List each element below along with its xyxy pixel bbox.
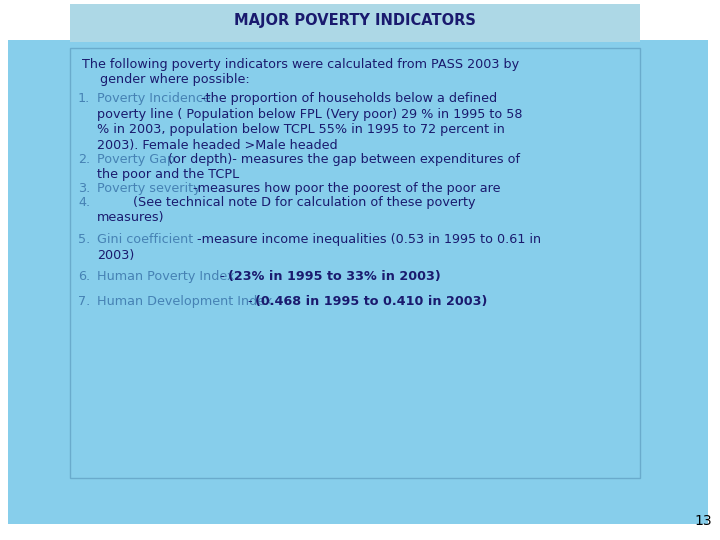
Text: measures): measures) bbox=[97, 212, 164, 225]
Text: The following poverty indicators were calculated from PASS 2003 by: The following poverty indicators were ca… bbox=[82, 58, 519, 71]
FancyBboxPatch shape bbox=[70, 48, 640, 478]
Text: -: - bbox=[244, 295, 256, 308]
Text: -measures how poor the poorest of the poor are: -measures how poor the poorest of the po… bbox=[193, 182, 500, 195]
Text: 6.: 6. bbox=[78, 271, 90, 284]
Text: gender where possible:: gender where possible: bbox=[100, 73, 250, 86]
FancyBboxPatch shape bbox=[8, 524, 708, 532]
Text: -the proportion of households below a defined: -the proportion of households below a de… bbox=[201, 92, 497, 105]
Text: Gini coefficient: Gini coefficient bbox=[97, 233, 193, 246]
Text: (23% in 1995 to 33% in 2003): (23% in 1995 to 33% in 2003) bbox=[228, 271, 441, 284]
Text: 3.: 3. bbox=[78, 182, 90, 195]
FancyBboxPatch shape bbox=[8, 10, 708, 532]
Text: Poverty severity: Poverty severity bbox=[97, 182, 201, 195]
Text: poverty line ( Population below FPL (Very poor) 29 % in 1995 to 58: poverty line ( Population below FPL (Ver… bbox=[97, 107, 523, 120]
FancyBboxPatch shape bbox=[8, 8, 708, 40]
Text: -measure income inequalities (0.53 in 1995 to 0.61 in: -measure income inequalities (0.53 in 19… bbox=[193, 233, 541, 246]
Text: Poverty Incidence: Poverty Incidence bbox=[97, 92, 211, 105]
Text: % in 2003, population below TCPL 55% in 1995 to 72 percent in: % in 2003, population below TCPL 55% in … bbox=[97, 123, 505, 136]
Text: 7.: 7. bbox=[78, 295, 90, 308]
Text: (or depth)- measures the gap between expenditures of: (or depth)- measures the gap between exp… bbox=[164, 152, 520, 166]
Text: 2003): 2003) bbox=[97, 248, 134, 262]
Text: (0.468 in 1995 to 0.410 in 2003): (0.468 in 1995 to 0.410 in 2003) bbox=[255, 295, 487, 308]
Text: 1.: 1. bbox=[78, 92, 90, 105]
Text: Human Development Index: Human Development Index bbox=[97, 295, 272, 308]
Text: Human Poverty Index: Human Poverty Index bbox=[97, 271, 235, 284]
Text: 4.: 4. bbox=[78, 196, 90, 209]
Text: -: - bbox=[216, 271, 229, 284]
Text: 2.: 2. bbox=[78, 152, 90, 166]
Text: 2003). Female headed >Male headed: 2003). Female headed >Male headed bbox=[97, 139, 338, 152]
Text: (See technical note D for calculation of these poverty: (See technical note D for calculation of… bbox=[97, 196, 475, 209]
Text: 5.: 5. bbox=[78, 233, 90, 246]
Text: MAJOR POVERTY INDICATORS: MAJOR POVERTY INDICATORS bbox=[234, 12, 476, 28]
Text: the poor and the TCPL: the poor and the TCPL bbox=[97, 168, 239, 181]
FancyBboxPatch shape bbox=[70, 4, 640, 42]
Text: Poverty Gap: Poverty Gap bbox=[97, 152, 175, 166]
Text: 13: 13 bbox=[694, 514, 712, 528]
